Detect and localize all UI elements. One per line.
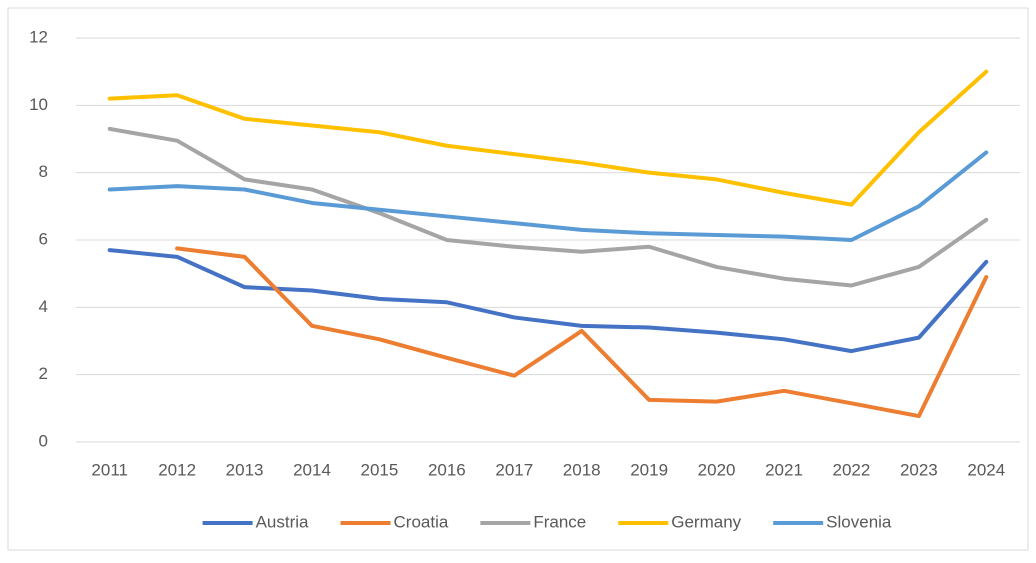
x-tick-label: 2024 [967,460,1005,479]
legend-label: France [533,512,586,531]
x-tick-label: 2019 [630,460,668,479]
x-tick-label: 2023 [900,460,938,479]
legend-label: Austria [256,512,309,531]
x-tick-label: 2013 [226,460,264,479]
x-tick-label: 2014 [293,460,331,479]
y-tick-label: 6 [39,229,48,248]
chart-border [7,7,1029,551]
series-line [175,246,989,419]
x-tick-label: 2020 [698,460,736,479]
y-tick-label: 0 [39,431,48,450]
x-tick-label: 2018 [563,460,601,479]
y-tick-label: 2 [39,364,48,383]
series-line [107,248,989,354]
legend-label: Croatia [394,512,449,531]
x-tick-label: 2015 [361,460,399,479]
x-tick-label: 2011 [91,460,128,479]
series-line [107,150,989,242]
x-tick-label: 2021 [765,460,803,479]
series-line [107,69,989,207]
y-tick-label: 4 [39,297,48,316]
y-tick-label: 8 [39,162,48,181]
x-tick-label: 2016 [428,460,466,479]
legend-label: Germany [671,512,741,531]
series-line [107,126,989,288]
y-tick-label: 10 [29,95,48,114]
y-tick-label: 12 [29,27,48,46]
x-tick-label: 2017 [495,460,533,479]
x-tick-label: 2022 [833,460,871,479]
x-tick-label: 2012 [158,460,196,479]
legend-label: Slovenia [826,512,892,531]
